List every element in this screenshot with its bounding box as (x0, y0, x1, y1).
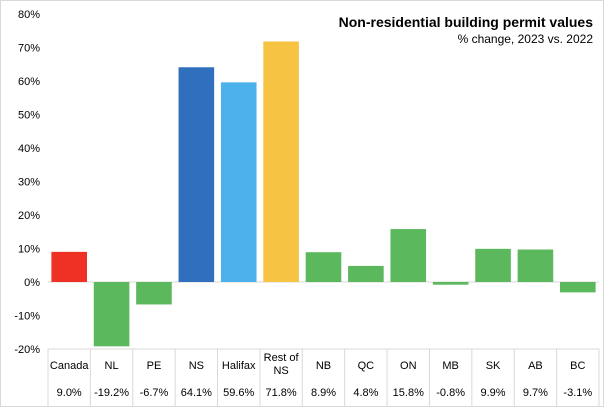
value-label: 59.6% (223, 387, 254, 399)
y-tick-label: 50% (18, 110, 40, 122)
category-label: BC (570, 360, 585, 372)
value-label: 9.7% (523, 387, 548, 399)
y-tick-label: 10% (18, 244, 40, 256)
y-tick-label: -10% (14, 311, 40, 323)
category-label: Halifax (222, 360, 256, 372)
bar (560, 282, 596, 293)
y-tick-label: 60% (18, 76, 40, 88)
bar (432, 282, 469, 285)
bar (220, 82, 257, 282)
category-label: QC (358, 360, 375, 372)
category-label: Canada (50, 360, 89, 372)
category-label: AB (528, 360, 543, 372)
value-label: 8.9% (311, 387, 336, 399)
y-tick-label: 20% (18, 210, 40, 222)
y-tick-label: 40% (18, 143, 40, 155)
value-label: 9.0% (57, 387, 82, 399)
y-tick-label: 70% (18, 43, 40, 55)
bar (475, 248, 511, 282)
bar (348, 265, 384, 282)
chart-subtitle: % change, 2023 vs. 2022 (457, 32, 593, 46)
value-label: -0.8% (436, 387, 465, 399)
value-label: -6.7% (140, 387, 169, 399)
value-label: 4.8% (353, 387, 378, 399)
category-label: PE (147, 360, 162, 372)
bar (136, 282, 172, 305)
value-label: -3.1% (563, 387, 592, 399)
y-tick-label: 30% (18, 177, 40, 189)
value-label: 64.1% (181, 387, 212, 399)
bar (390, 229, 427, 282)
value-label: -19.2% (94, 387, 129, 399)
bar (93, 282, 130, 347)
value-label: 71.8% (266, 387, 297, 399)
y-tick-label: 80% (18, 9, 40, 21)
category-label: MB (442, 360, 459, 372)
bar (517, 249, 554, 282)
category-label: NS (189, 360, 204, 372)
category-label: SK (486, 360, 501, 372)
category-label: NS (273, 365, 288, 377)
bar (263, 41, 299, 282)
bar (51, 251, 87, 282)
y-tick-label: 0% (24, 277, 40, 289)
bar (305, 252, 342, 282)
category-label: Rest of (264, 352, 300, 364)
value-label: 15.8% (393, 387, 424, 399)
y-tick-label: -20% (14, 344, 40, 356)
category-label: NB (316, 360, 331, 372)
chart-title: Non-residential building permit values (338, 14, 593, 30)
category-label: NL (105, 360, 119, 372)
category-label: ON (400, 360, 417, 372)
value-label: 9.9% (480, 387, 505, 399)
bar (178, 67, 215, 282)
